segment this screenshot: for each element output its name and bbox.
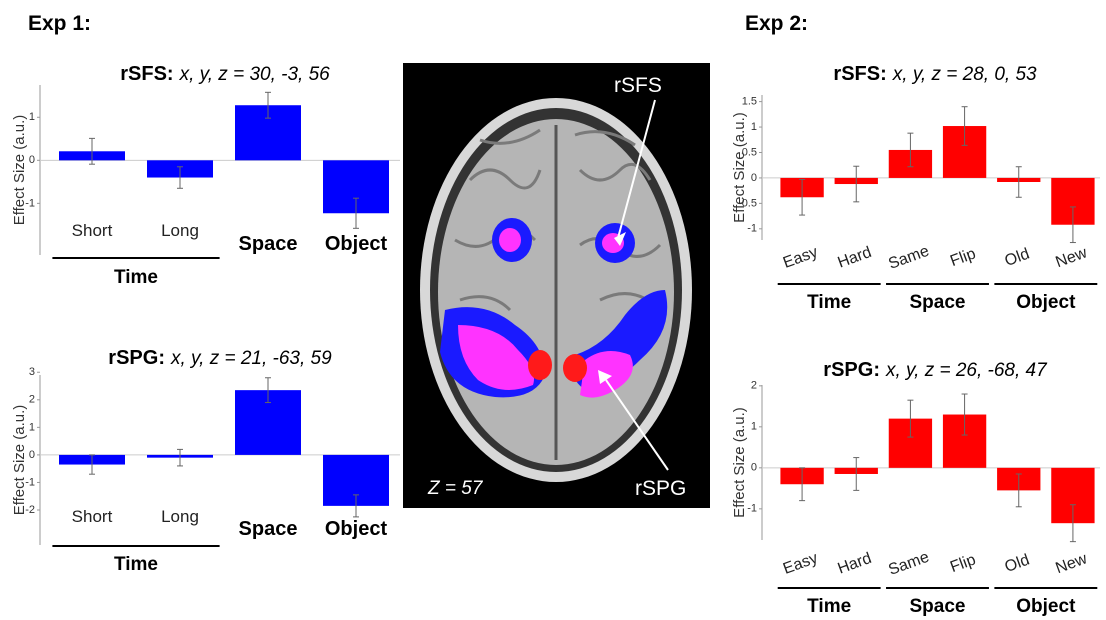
y-tick-label: 0.5 (742, 146, 757, 158)
x-tick-label: Hard (836, 244, 874, 272)
group-label: Space (910, 292, 966, 313)
brain-label: rSFS (614, 74, 662, 97)
chart-title: rSFS: x, y, z = 28, 0, 53 (833, 63, 1037, 85)
y-tick-label: 1 (751, 121, 757, 133)
x-tick-label: New (1053, 550, 1089, 577)
title-coords: x, y, z = 21, -63, 59 (170, 348, 332, 369)
title-name: rSFS: (833, 63, 886, 85)
brain-image (403, 63, 710, 508)
x-tick-label: Hard (836, 550, 874, 578)
x-tick-label: Flip (948, 245, 978, 270)
brain-label: rSPG (635, 477, 686, 500)
y-tick-label: -1 (747, 223, 757, 235)
y-axis-label: Effect Size (a.u.) (11, 405, 28, 516)
title-name: rSFS: (120, 63, 173, 85)
group-label: Space (910, 596, 966, 617)
y-tick-label: -2 (25, 504, 35, 516)
group-label: Object (1016, 292, 1076, 313)
y-axis-label: Effect Size (a.u.) (11, 115, 28, 226)
group-label: Time (807, 596, 851, 617)
y-tick-label: 1 (29, 111, 35, 123)
panel-header: Exp 1: (28, 12, 91, 35)
chart-title: rSFS: x, y, z = 30, -3, 56 (120, 63, 330, 85)
y-tick-label: -0.5 (738, 197, 757, 209)
x-tick-label: Long (161, 221, 199, 240)
y-axis-label: Effect Size (a.u.) (731, 407, 748, 518)
y-tick-label: 2 (751, 380, 757, 392)
y-axis-label: Effect Size (a.u.) (731, 112, 748, 223)
title-coords: x, y, z = 26, -68, 47 (885, 360, 1048, 381)
x-tick-label: Object (325, 518, 388, 540)
title-name: rSPG: (108, 347, 165, 369)
y-tick-label: -1 (25, 476, 35, 488)
x-tick-label: Long (161, 507, 199, 526)
x-tick-label: Object (325, 233, 388, 255)
y-tick-label: 0 (751, 462, 757, 474)
x-tick-label: New (1053, 244, 1089, 271)
group-label: Time (807, 292, 851, 313)
x-tick-label: Short (72, 221, 113, 240)
x-tick-label: Same (886, 549, 931, 579)
chart-title: rSPG: x, y, z = 21, -63, 59 (108, 347, 332, 369)
group-label: Time (114, 554, 158, 575)
x-tick-label: Old (1003, 246, 1032, 270)
group-label: Time (114, 267, 158, 288)
title-name: rSPG: (823, 359, 880, 381)
y-tick-label: 1 (751, 421, 757, 433)
y-tick-label: 3 (29, 366, 35, 378)
x-tick-label: Short (72, 507, 113, 526)
x-tick-label: Space (239, 518, 298, 540)
x-tick-label: Easy (781, 244, 820, 272)
y-tick-label: 0 (29, 154, 35, 166)
x-tick-label: Easy (781, 550, 820, 578)
chart-title: rSPG: x, y, z = 26, -68, 47 (823, 359, 1048, 381)
panel-header: Exp 2: (745, 12, 808, 35)
y-tick-label: 0 (29, 449, 35, 461)
y-tick-label: 0 (751, 172, 757, 184)
group-label: Object (1016, 596, 1076, 617)
x-tick-label: Same (886, 243, 931, 273)
x-tick-label: Flip (948, 551, 978, 576)
y-tick-label: 1 (29, 421, 35, 433)
slice-label: Z = 57 (427, 478, 484, 499)
x-tick-label: Space (239, 233, 298, 255)
y-tick-label: -1 (25, 197, 35, 209)
y-tick-label: 1.5 (742, 96, 757, 108)
x-tick-label: Old (1003, 552, 1032, 576)
y-tick-label: 2 (29, 394, 35, 406)
y-tick-label: -1 (747, 503, 757, 515)
title-coords: x, y, z = 28, 0, 53 (892, 64, 1037, 85)
title-coords: x, y, z = 30, -3, 56 (179, 64, 331, 85)
